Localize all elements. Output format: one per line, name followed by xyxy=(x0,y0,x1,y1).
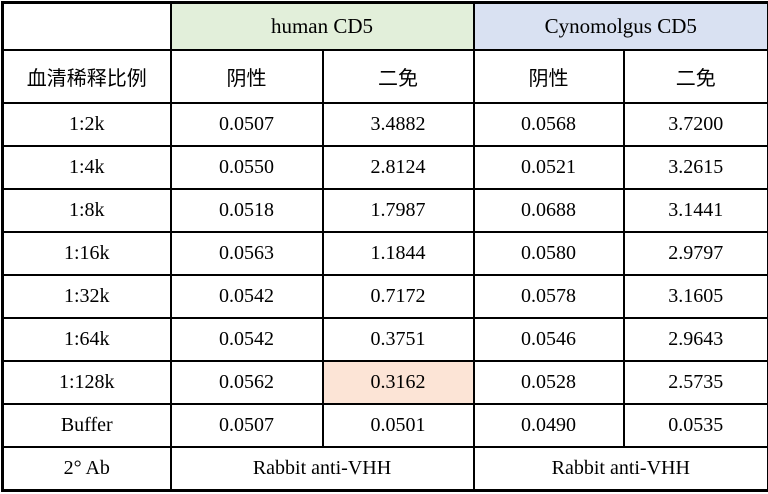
cell-value: 0.0528 xyxy=(474,361,624,404)
cell-value: 0.0490 xyxy=(474,404,624,447)
cell-value: 3.7200 xyxy=(624,103,768,146)
cell-value: 0.0546 xyxy=(474,318,624,361)
cell-value: 3.1605 xyxy=(624,275,768,318)
cell-value: 1.7987 xyxy=(323,189,474,232)
table-row: 1:64k 0.0542 0.3751 0.0546 2.9643 xyxy=(3,318,768,361)
human-negative-header: 阴性 xyxy=(171,50,323,103)
dilution-ratio-header: 血清稀释比例 xyxy=(3,50,171,103)
footer-row: 2° Ab Rabbit anti-VHH Rabbit anti-VHH xyxy=(3,447,768,491)
cell-value: 0.0688 xyxy=(474,189,624,232)
table-row: 1:16k 0.0563 1.1844 0.0580 2.9797 xyxy=(3,232,768,275)
row-label: 1:8k xyxy=(3,189,171,232)
cell-value: 2.8124 xyxy=(323,146,474,189)
cyno-secondary-antibody-cell: Rabbit anti-VHH xyxy=(474,447,768,491)
corner-cell xyxy=(3,3,171,50)
table-row: 1:4k 0.0550 2.8124 0.0521 3.2615 xyxy=(3,146,768,189)
cell-value: 0.0518 xyxy=(171,189,323,232)
cell-value: 0.0578 xyxy=(474,275,624,318)
human-cd5-group-header: human CD5 xyxy=(171,3,474,50)
cell-value: 0.0501 xyxy=(323,404,474,447)
row-label: 1:16k xyxy=(3,232,171,275)
cell-value: 3.1441 xyxy=(624,189,768,232)
cell-value: 0.3751 xyxy=(323,318,474,361)
row-label: 1:2k xyxy=(3,103,171,146)
row-label: Buffer xyxy=(3,404,171,447)
cell-value: 0.0550 xyxy=(171,146,323,189)
cell-value: 3.2615 xyxy=(624,146,768,189)
cell-value: 2.9797 xyxy=(624,232,768,275)
secondary-antibody-label: 2° Ab xyxy=(3,447,171,491)
sub-header-row: 血清稀释比例 阴性 二免 阴性 二免 xyxy=(3,50,768,103)
table-row: 1:8k 0.0518 1.7987 0.0688 3.1441 xyxy=(3,189,768,232)
row-label: 1:64k xyxy=(3,318,171,361)
cell-value: 0.0507 xyxy=(171,103,323,146)
human-second-immune-header: 二免 xyxy=(323,50,474,103)
cell-value: 0.0521 xyxy=(474,146,624,189)
row-label: 1:32k xyxy=(3,275,171,318)
cyno-second-immune-header: 二免 xyxy=(624,50,768,103)
table-row: 1:32k 0.0542 0.7172 0.0578 3.1605 xyxy=(3,275,768,318)
cell-value: 3.4882 xyxy=(323,103,474,146)
cell-value: 0.0507 xyxy=(171,404,323,447)
row-label: 1:4k xyxy=(3,146,171,189)
cell-value: 0.0542 xyxy=(171,318,323,361)
cell-value: 0.0535 xyxy=(624,404,768,447)
cell-value: 0.0542 xyxy=(171,275,323,318)
cell-value: 0.7172 xyxy=(323,275,474,318)
highlighted-cell-value: 0.3162 xyxy=(323,361,474,404)
row-label: 1:128k xyxy=(3,361,171,404)
table-row: 1:128k 0.0562 0.3162 0.0528 2.5735 xyxy=(3,361,768,404)
table-row: Buffer 0.0507 0.0501 0.0490 0.0535 xyxy=(3,404,768,447)
cell-value: 1.1844 xyxy=(323,232,474,275)
cell-value: 2.9643 xyxy=(624,318,768,361)
cell-value: 2.5735 xyxy=(624,361,768,404)
group-header-row: human CD5 Cynomolgus CD5 xyxy=(3,3,768,50)
cell-value: 0.0568 xyxy=(474,103,624,146)
table-row: 1:2k 0.0507 3.4882 0.0568 3.7200 xyxy=(3,103,768,146)
cell-value: 0.0580 xyxy=(474,232,624,275)
cynomolgus-cd5-group-header: Cynomolgus CD5 xyxy=(474,3,768,50)
cell-value: 0.0563 xyxy=(171,232,323,275)
cell-value: 0.0562 xyxy=(171,361,323,404)
human-secondary-antibody-cell: Rabbit anti-VHH xyxy=(171,447,474,491)
cyno-negative-header: 阴性 xyxy=(474,50,624,103)
